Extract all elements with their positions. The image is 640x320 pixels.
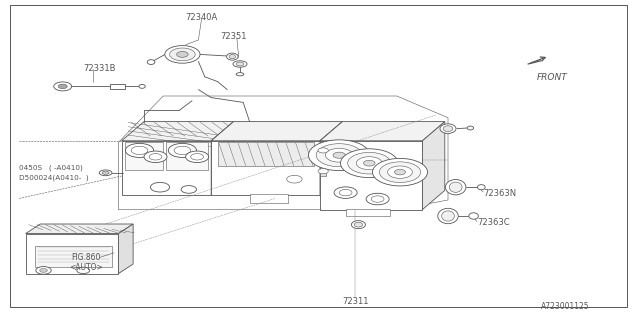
Polygon shape bbox=[26, 234, 118, 274]
Circle shape bbox=[149, 154, 162, 160]
Ellipse shape bbox=[449, 182, 462, 192]
Ellipse shape bbox=[440, 124, 456, 133]
Circle shape bbox=[333, 152, 346, 158]
Polygon shape bbox=[118, 224, 133, 274]
Polygon shape bbox=[110, 84, 125, 89]
Polygon shape bbox=[314, 150, 330, 163]
Ellipse shape bbox=[468, 213, 479, 219]
Ellipse shape bbox=[165, 46, 200, 63]
Polygon shape bbox=[422, 122, 445, 210]
Circle shape bbox=[394, 169, 406, 175]
Circle shape bbox=[125, 143, 154, 157]
Text: 72351: 72351 bbox=[220, 32, 247, 41]
Circle shape bbox=[372, 158, 428, 186]
Circle shape bbox=[308, 140, 370, 171]
Polygon shape bbox=[211, 141, 320, 195]
Ellipse shape bbox=[445, 180, 466, 195]
Circle shape bbox=[287, 175, 302, 183]
Circle shape bbox=[318, 169, 328, 174]
Circle shape bbox=[144, 151, 167, 163]
Polygon shape bbox=[35, 246, 112, 267]
Circle shape bbox=[77, 267, 90, 274]
Polygon shape bbox=[26, 224, 133, 234]
Circle shape bbox=[316, 144, 362, 167]
Circle shape bbox=[348, 152, 391, 174]
Circle shape bbox=[356, 157, 382, 170]
Ellipse shape bbox=[236, 73, 244, 76]
Circle shape bbox=[58, 84, 67, 89]
Text: 72363N: 72363N bbox=[483, 189, 516, 198]
Circle shape bbox=[366, 193, 389, 205]
Ellipse shape bbox=[477, 185, 485, 190]
Polygon shape bbox=[122, 122, 234, 141]
Ellipse shape bbox=[236, 62, 244, 66]
Text: 0450S   ( -A0410): 0450S ( -A0410) bbox=[19, 165, 83, 171]
Polygon shape bbox=[211, 122, 234, 195]
Circle shape bbox=[388, 166, 412, 178]
Circle shape bbox=[168, 143, 196, 157]
Circle shape bbox=[340, 149, 398, 178]
Circle shape bbox=[131, 146, 148, 155]
Circle shape bbox=[186, 151, 209, 163]
Polygon shape bbox=[320, 146, 326, 176]
Ellipse shape bbox=[438, 208, 458, 224]
Ellipse shape bbox=[229, 54, 236, 59]
Circle shape bbox=[371, 196, 384, 202]
Ellipse shape bbox=[170, 48, 195, 61]
Ellipse shape bbox=[177, 52, 188, 57]
Circle shape bbox=[40, 268, 47, 272]
Text: A723001125: A723001125 bbox=[541, 302, 589, 311]
Polygon shape bbox=[122, 141, 211, 195]
Circle shape bbox=[54, 82, 72, 91]
Circle shape bbox=[191, 154, 204, 160]
Text: FRONT: FRONT bbox=[536, 73, 567, 82]
Polygon shape bbox=[218, 142, 314, 166]
Polygon shape bbox=[320, 122, 342, 195]
Ellipse shape bbox=[147, 60, 155, 65]
Polygon shape bbox=[250, 194, 288, 203]
Ellipse shape bbox=[233, 61, 247, 67]
Ellipse shape bbox=[351, 221, 365, 228]
Text: <AUTO>: <AUTO> bbox=[70, 263, 103, 272]
Polygon shape bbox=[320, 141, 422, 210]
Circle shape bbox=[150, 182, 170, 192]
Circle shape bbox=[181, 186, 196, 193]
Ellipse shape bbox=[467, 126, 474, 130]
Text: 72340A: 72340A bbox=[186, 13, 218, 22]
Circle shape bbox=[318, 148, 328, 153]
Ellipse shape bbox=[139, 84, 145, 88]
Polygon shape bbox=[211, 122, 342, 141]
Circle shape bbox=[334, 187, 357, 198]
Circle shape bbox=[36, 267, 51, 274]
Text: D500024(A0410-  ): D500024(A0410- ) bbox=[19, 174, 89, 181]
Circle shape bbox=[380, 162, 420, 182]
Polygon shape bbox=[166, 142, 208, 170]
Circle shape bbox=[174, 146, 191, 155]
Text: 72311: 72311 bbox=[342, 297, 369, 306]
Ellipse shape bbox=[355, 222, 363, 227]
Text: 72363C: 72363C bbox=[477, 218, 509, 227]
Ellipse shape bbox=[442, 211, 454, 221]
Circle shape bbox=[364, 160, 375, 166]
Text: 72331B: 72331B bbox=[83, 64, 116, 73]
Circle shape bbox=[339, 189, 352, 196]
Circle shape bbox=[325, 148, 353, 162]
Ellipse shape bbox=[99, 170, 112, 176]
Polygon shape bbox=[320, 122, 445, 141]
Ellipse shape bbox=[102, 171, 109, 174]
Polygon shape bbox=[125, 142, 163, 170]
Text: FIG.860: FIG.860 bbox=[72, 253, 101, 262]
Ellipse shape bbox=[443, 126, 453, 132]
Ellipse shape bbox=[227, 53, 238, 60]
Polygon shape bbox=[346, 209, 390, 216]
